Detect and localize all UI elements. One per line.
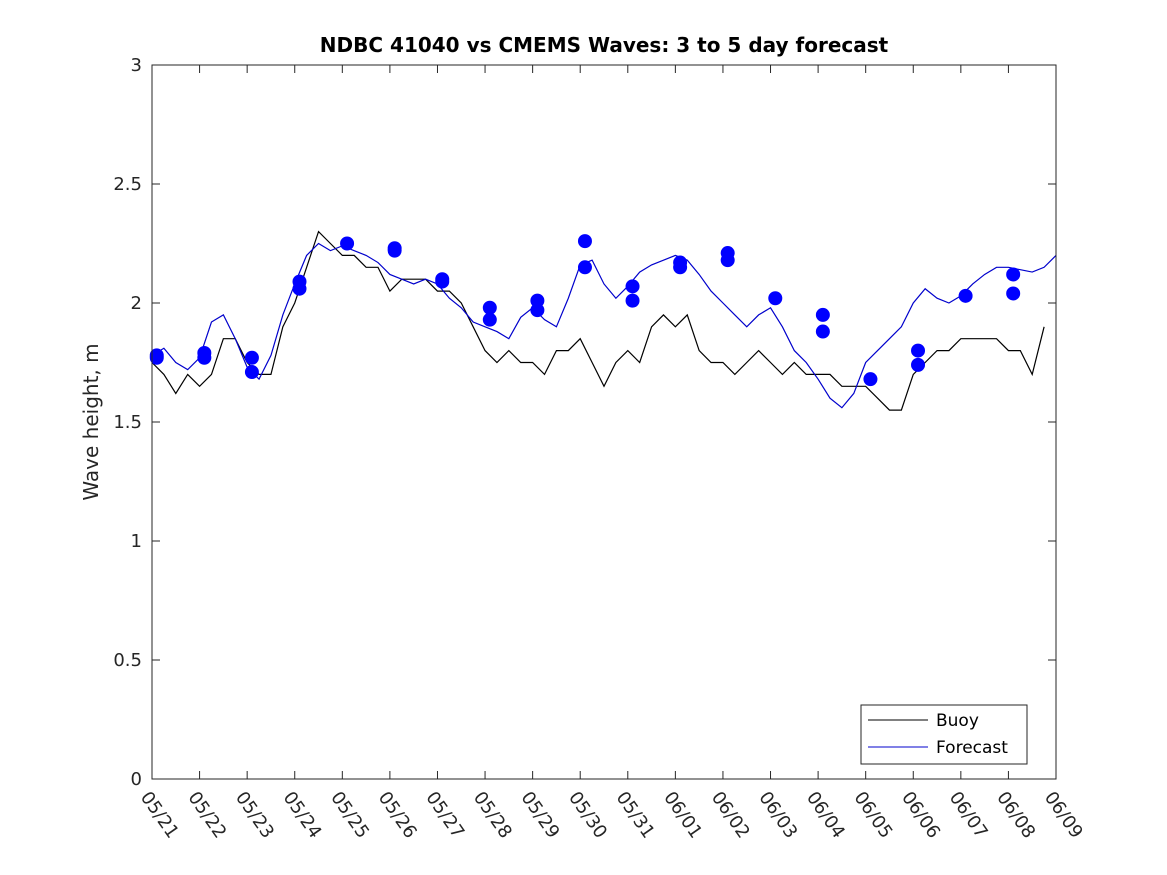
x-tick-label: 05/28: [469, 788, 516, 843]
marker-layer: [149, 234, 1021, 387]
legend-label-forecast: Forecast: [936, 738, 1008, 758]
forecast-marker: [482, 300, 497, 315]
forecast-marker: [482, 312, 497, 327]
x-tick-label: 05/21: [136, 788, 183, 843]
y-tick-label: 0.5: [113, 650, 142, 671]
forecast-marker: [815, 324, 830, 339]
y-tick-label: 3: [131, 55, 142, 76]
x-tick-label: 05/24: [279, 788, 326, 843]
legend: Buoy Forecast: [860, 704, 1028, 765]
x-tick-label: 06/03: [754, 788, 801, 843]
forecast-marker: [577, 234, 592, 249]
forecast-marker: [577, 260, 592, 275]
forecast-marker: [625, 279, 640, 294]
x-tick-label: 05/29: [517, 788, 564, 843]
x-tick-label: 05/26: [374, 788, 421, 843]
forecast-marker: [1006, 267, 1021, 282]
x-tick-label: 06/01: [659, 788, 706, 843]
forecast-marker: [673, 260, 688, 275]
forecast-marker: [197, 350, 212, 365]
y-tick-label: 2.5: [113, 174, 142, 195]
x-tick-label: 06/06: [897, 788, 944, 843]
x-tick-label: 06/08: [992, 788, 1039, 843]
legend-label-buoy: Buoy: [936, 711, 979, 731]
x-tick-label: 05/25: [326, 788, 373, 843]
forecast-marker: [340, 236, 355, 251]
x-tick-label: 05/22: [183, 788, 230, 843]
forecast-marker: [387, 243, 402, 258]
forecast-marker: [1006, 286, 1021, 301]
y-tick-label: 2: [131, 293, 142, 314]
forecast-marker: [768, 291, 783, 306]
forecast-marker: [244, 365, 259, 380]
y-axis-label: Wave height, m: [79, 343, 103, 500]
forecast-marker: [435, 274, 450, 289]
forecast-marker: [863, 372, 878, 387]
legend-box: [860, 704, 1028, 765]
forecast-marker: [625, 293, 640, 308]
x-tick-label: 06/05: [850, 788, 897, 843]
x-tick-label: 06/09: [1040, 788, 1087, 843]
x-tick-label: 06/02: [707, 788, 754, 843]
forecast-marker: [720, 253, 735, 268]
forecast-marker: [292, 281, 307, 296]
y-tick-label: 1: [131, 531, 142, 552]
forecast-marker: [911, 357, 926, 372]
forecast-marker: [815, 307, 830, 322]
series-line-forecast: [151, 242, 1057, 409]
x-tick-label: 05/30: [564, 788, 611, 843]
x-tick-label: 05/23: [231, 788, 278, 843]
x-tick-label: 05/27: [421, 788, 468, 843]
forecast-marker: [958, 288, 973, 303]
chart-title: NDBC 41040 vs CMEMS Waves: 3 to 5 day fo…: [320, 33, 889, 57]
forecast-marker: [530, 303, 545, 318]
x-tick-label: 06/04: [802, 788, 849, 843]
plot-area: [152, 65, 1056, 779]
y-tick-label: 1.5: [113, 412, 142, 433]
x-tick-label: 05/31: [612, 788, 659, 843]
forecast-marker: [911, 343, 926, 358]
y-tick-label: 0: [131, 769, 142, 790]
forecast-marker: [244, 350, 259, 365]
forecast-marker: [149, 350, 164, 365]
x-tick-label: 06/07: [945, 788, 992, 843]
